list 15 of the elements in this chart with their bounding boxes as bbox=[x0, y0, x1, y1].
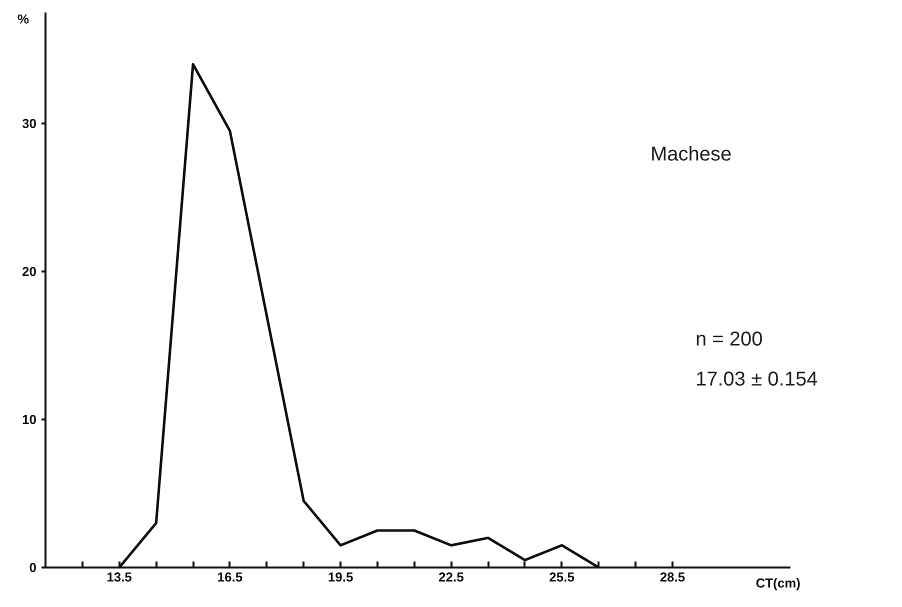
x-tick-label: 16.5 bbox=[217, 570, 243, 584]
x-tick-label: 19.5 bbox=[328, 570, 354, 584]
annotation: 17.03 ± 0.154 bbox=[696, 368, 818, 390]
y-axis-title: % bbox=[18, 12, 30, 26]
y-tick-label: 10 bbox=[22, 412, 37, 427]
annotation: Machese bbox=[650, 144, 732, 166]
x-tick-label: 13.5 bbox=[106, 570, 132, 584]
y-tick-label: 20 bbox=[22, 264, 37, 279]
x-tick-label: 25.5 bbox=[549, 570, 574, 584]
x-tick-label: 22.5 bbox=[438, 570, 464, 584]
x-tick-label: 28.5 bbox=[660, 570, 686, 584]
x-axis-title: CT(cm) bbox=[756, 576, 801, 590]
y-tick-label: 0 bbox=[29, 560, 37, 575]
y-tick-label: 30 bbox=[22, 116, 37, 131]
annotation: n = 200 bbox=[696, 328, 763, 350]
